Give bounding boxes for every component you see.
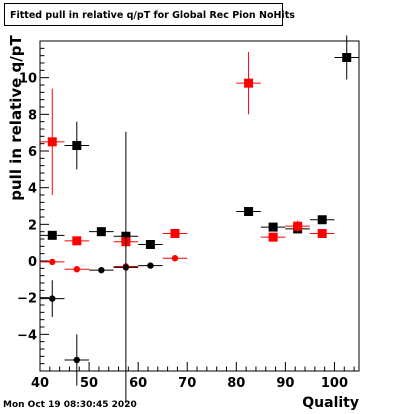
data-point-square [317,215,327,225]
data-point-square [268,222,278,232]
data-point-circle [171,255,179,262]
y-tick-label: 10 [19,72,37,87]
x-tick-label: 50 [80,376,98,391]
data-point-circle [73,356,81,364]
y-tick-label: 4 [28,182,37,197]
y-tick-label: −4 [17,328,37,343]
chart-title: Fitted pull in relative q/pT for Global … [10,10,295,21]
x-tick-label: 70 [178,376,196,391]
data-point-square [72,141,82,150]
data-point-square [96,227,106,237]
x-axis-label: Quality [302,395,359,411]
x-tick-label: 60 [129,376,147,391]
data-point-square [244,207,254,216]
data-point-square [342,53,352,62]
data-point-square [268,232,278,242]
x-tick-label: 100 [321,376,348,391]
timestamp: Mon Oct 19 08:30:45 2020 [3,400,137,410]
data-point-circle [49,258,56,266]
x-tick-label: 80 [227,376,245,391]
data-point-square [145,240,155,249]
data-point-square [244,78,254,88]
data-point-square [72,236,82,246]
data-point-square [293,221,303,231]
y-tick-label: 6 [28,145,37,160]
data-point-square [47,230,57,240]
y-tick-label: 8 [28,108,37,123]
data-point-square [317,229,327,238]
chart-title-box: Fitted pull in relative q/pT for Global … [4,3,295,26]
data-point-square [170,229,180,238]
plot-frame [39,40,360,372]
x-tick-label: 40 [31,376,49,391]
x-tick-label: 90 [276,376,294,391]
data-point-square [47,137,57,147]
data-point-circle [98,266,105,274]
y-tick-label: −2 [17,292,37,307]
data-point-circle [73,266,81,273]
y-tick-label: 2 [28,218,37,233]
y-tick-label: 0 [28,255,37,270]
data-point-circle [122,264,130,271]
data-point-circle [49,295,56,302]
data-point-circle [147,262,154,269]
